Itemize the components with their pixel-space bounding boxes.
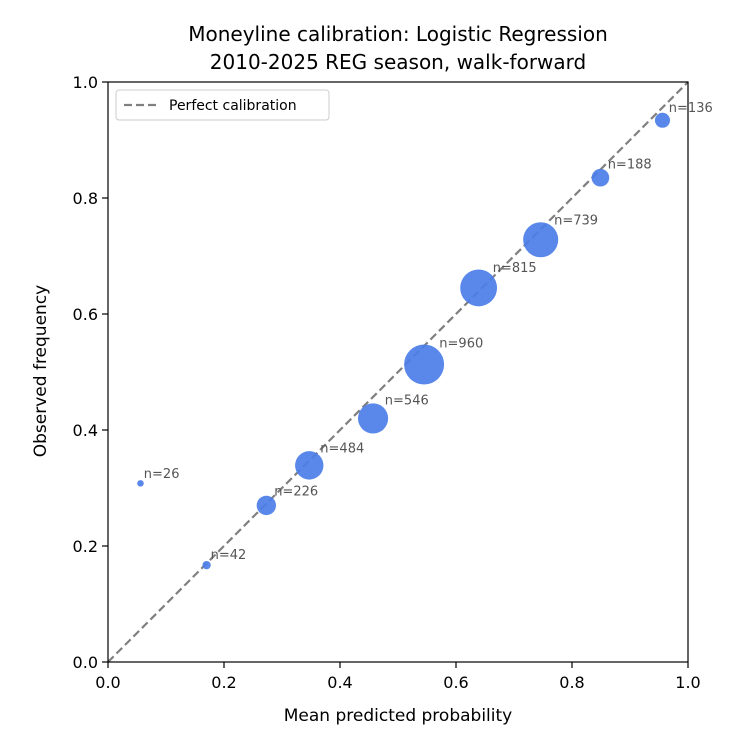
calibration-point [137, 480, 144, 487]
calibration-point [591, 168, 610, 187]
x-tick-label: 0.4 [327, 673, 352, 692]
x-tick-label: 1.0 [675, 673, 700, 692]
y-tick-label: 0.4 [73, 421, 98, 440]
calibration-point [523, 222, 559, 258]
legend-box [115, 89, 330, 121]
chart-title: Moneyline calibration: Logistic Regressi… [188, 22, 608, 46]
point-label: n=226 [274, 485, 318, 500]
point-label: n=960 [439, 336, 483, 351]
y-tick-label: 0.6 [73, 305, 98, 324]
calibration-point [404, 344, 445, 385]
calibration-point [295, 451, 324, 480]
calibration-point [460, 269, 498, 307]
chart-subtitle: 2010-2025 REG season, walk-forward [210, 50, 586, 74]
x-tick-label: 0.0 [95, 673, 120, 692]
calibration-point [256, 495, 277, 516]
point-label: n=26 [144, 467, 180, 482]
y-tick-label: 1.0 [73, 73, 98, 92]
y-tick-label: 0.8 [73, 189, 98, 208]
x-tick-label: 0.8 [559, 673, 584, 692]
point-label: n=188 [608, 157, 652, 172]
point-label: n=739 [554, 213, 598, 228]
point-label: n=42 [211, 548, 247, 563]
y-axis-label: Observed frequency [31, 285, 51, 457]
y-tick-label: 0.2 [73, 537, 98, 556]
axes-frame [107, 81, 689, 663]
y-tick-label: 0.0 [73, 653, 98, 672]
calibration-point [357, 403, 389, 434]
legend-label: Perfect calibration [169, 98, 297, 114]
point-label: n=546 [385, 394, 429, 409]
point-label: n=136 [669, 101, 713, 116]
point-label: n=484 [320, 441, 364, 456]
plot-area: n=26 n=42 n=226 n=484 n=546 n=960 n=815 n=739 n=… [73, 73, 713, 692]
x-axis-label: Mean predicted probability [284, 706, 512, 726]
point-label: n=815 [493, 261, 537, 276]
x-tick-label: 0.2 [211, 673, 236, 692]
x-tick-label: 0.6 [443, 673, 468, 692]
calibration-point [202, 560, 211, 570]
calibration-point [654, 112, 671, 128]
